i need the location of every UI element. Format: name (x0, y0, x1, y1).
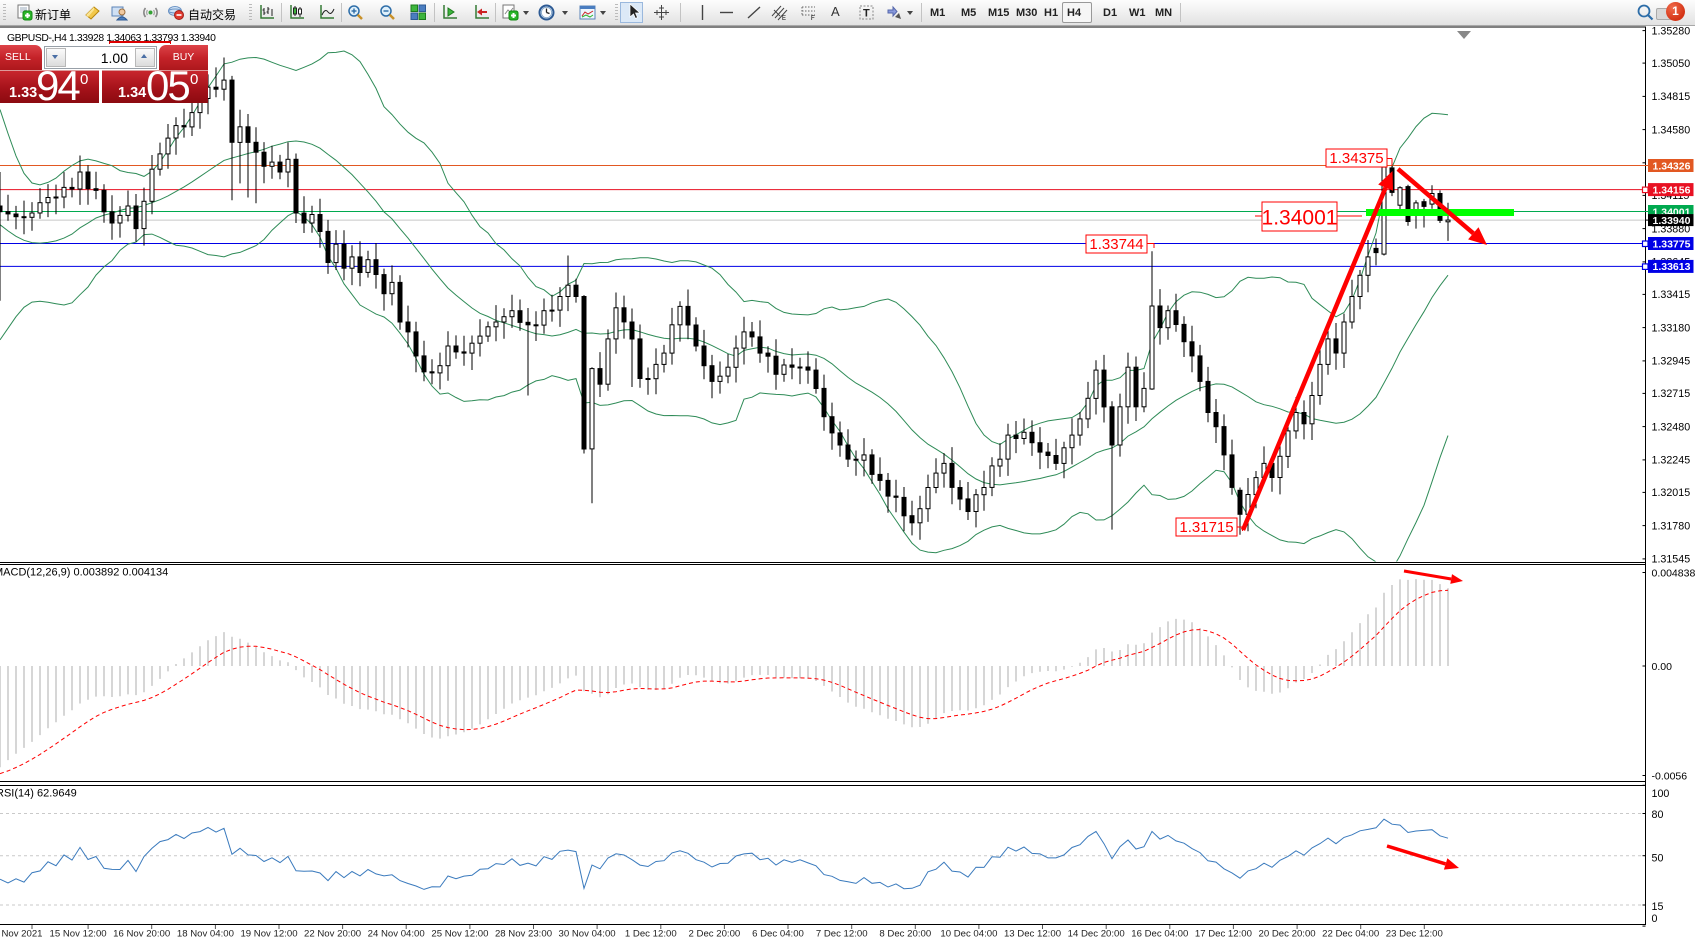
svg-text:1.34001: 1.34001 (1262, 207, 1338, 230)
svg-text:80: 80 (1652, 809, 1664, 821)
svg-text:F: F (811, 16, 815, 21)
svg-text:MACD(12,26,9) 0.003892 0.00413: MACD(12,26,9) 0.003892 0.004134 (0, 567, 168, 579)
svg-text:13 Dec 12:00: 13 Dec 12:00 (1004, 929, 1061, 940)
svg-text:1.35280: 1.35280 (1652, 25, 1691, 37)
svg-text:E: E (782, 16, 786, 21)
svg-text:1.31715: 1.31715 (1179, 519, 1233, 536)
svg-text:1.32715: 1.32715 (1652, 388, 1691, 400)
svg-text:0: 0 (1652, 913, 1658, 925)
svg-text:1 Dec 12:00: 1 Dec 12:00 (625, 929, 677, 940)
svg-text:1.33415: 1.33415 (1652, 289, 1691, 301)
svg-text:7 Dec 12:00: 7 Dec 12:00 (816, 929, 868, 940)
svg-text:0.00: 0.00 (1652, 661, 1673, 673)
svg-text:18 Nov 04:00: 18 Nov 04:00 (177, 929, 234, 940)
svg-text:1.32945: 1.32945 (1652, 356, 1691, 368)
svg-text:10 Dec 04:00: 10 Dec 04:00 (940, 929, 997, 940)
svg-text:RSI(14) 62.9649: RSI(14) 62.9649 (0, 788, 77, 800)
svg-text:GBPUSD-,H4 1.33928 1.34063 1.3: GBPUSD-,H4 1.33928 1.34063 1.33793 1.339… (7, 33, 216, 44)
svg-text:T: T (863, 8, 870, 20)
svg-text:1.34375: 1.34375 (1329, 150, 1383, 167)
svg-text:-0.0056: -0.0056 (1652, 770, 1688, 782)
svg-text:0.004838: 0.004838 (1652, 567, 1695, 579)
svg-text:Nov 2021: Nov 2021 (1, 929, 42, 940)
svg-text:1.34580: 1.34580 (1652, 124, 1691, 136)
svg-text:1.33880: 1.33880 (1652, 223, 1691, 235)
svg-text:1.31545: 1.31545 (1652, 554, 1691, 566)
svg-text:1.34326: 1.34326 (1653, 160, 1691, 172)
svg-text:1.33775: 1.33775 (1653, 238, 1691, 250)
svg-text:2 Dec 20:00: 2 Dec 20:00 (689, 929, 741, 940)
svg-text:1.33940: 1.33940 (1653, 215, 1691, 227)
svg-text:8 Dec 20:00: 8 Dec 20:00 (879, 929, 931, 940)
svg-text:1.35050: 1.35050 (1652, 58, 1691, 70)
svg-text:17 Dec 12:00: 17 Dec 12:00 (1195, 929, 1252, 940)
svg-text:22 Nov 20:00: 22 Nov 20:00 (304, 929, 361, 940)
svg-text:15: 15 (1652, 901, 1664, 913)
svg-text:25 Nov 12:00: 25 Nov 12:00 (431, 929, 488, 940)
svg-text:24 Nov 04:00: 24 Nov 04:00 (368, 929, 425, 940)
svg-text:50: 50 (1652, 852, 1664, 864)
svg-text:28 Nov 23:00: 28 Nov 23:00 (495, 929, 552, 940)
svg-text:1.34815: 1.34815 (1652, 91, 1691, 103)
svg-text:1.34156: 1.34156 (1653, 184, 1691, 196)
svg-text:1.33180: 1.33180 (1652, 322, 1691, 334)
svg-text:16 Dec 04:00: 16 Dec 04:00 (1131, 929, 1188, 940)
svg-text:15 Nov 12:00: 15 Nov 12:00 (50, 929, 107, 940)
svg-text:1.32245: 1.32245 (1652, 455, 1691, 467)
svg-text:1.33613: 1.33613 (1653, 261, 1691, 273)
svg-text:23 Dec 12:00: 23 Dec 12:00 (1386, 929, 1443, 940)
svg-text:19 Nov 12:00: 19 Nov 12:00 (240, 929, 297, 940)
svg-text:6 Dec 04:00: 6 Dec 04:00 (752, 929, 804, 940)
svg-text:14 Dec 20:00: 14 Dec 20:00 (1068, 929, 1125, 940)
svg-text:22 Dec 04:00: 22 Dec 04:00 (1322, 929, 1379, 940)
svg-text:16 Nov 20:00: 16 Nov 20:00 (113, 929, 170, 940)
svg-text:1.32480: 1.32480 (1652, 421, 1691, 433)
svg-text:30 Nov 04:00: 30 Nov 04:00 (559, 929, 616, 940)
svg-text:1.33744: 1.33744 (1089, 236, 1143, 253)
svg-text:1.32015: 1.32015 (1652, 487, 1691, 499)
svg-text:20 Dec 20:00: 20 Dec 20:00 (1259, 929, 1316, 940)
svg-text:1.31780: 1.31780 (1652, 520, 1691, 532)
svg-text:100: 100 (1652, 788, 1670, 800)
